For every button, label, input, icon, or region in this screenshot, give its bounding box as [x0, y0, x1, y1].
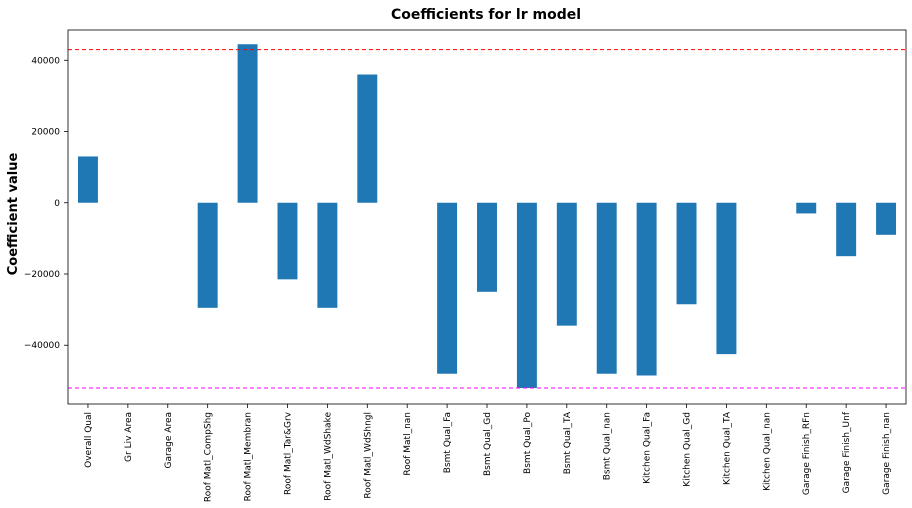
bar-10: [477, 202, 497, 292]
x-tick-label-14: Kitchen Qual_Fa: [643, 412, 653, 484]
x-tick-label-9: Bsmt Qual_Fa: [443, 412, 453, 473]
bar-6: [317, 202, 338, 308]
bar-9: [437, 202, 458, 374]
x-tick-label-20: Garage Finish_nan: [882, 412, 892, 495]
x-tick-label-2: Garage Area: [164, 412, 174, 469]
bar-4: [237, 44, 258, 203]
x-tick-label-12: Bsmt Qual_TA: [563, 411, 573, 474]
x-tick-label-11: Bsmt Qual_Po: [523, 412, 533, 474]
x-axis-ticks: Overall Qual Gr Liv Area Garage Area Roof M…: [84, 404, 892, 502]
bar-12: [556, 202, 577, 326]
x-tick-label-18: Garage Finish_RFn: [802, 412, 812, 495]
y-tick-label-1: −20000: [24, 270, 60, 280]
y-axis-label: Coefficient value: [6, 153, 21, 276]
y-tick-label-4: 40000: [31, 56, 60, 66]
y-tick-label-3: 20000: [31, 128, 60, 138]
x-tick-label-3: Roof Matl_CompShg: [204, 412, 214, 502]
bar-18: [796, 202, 817, 214]
y-axis-ticks: −40000 −20000 0 20000 40000: [24, 56, 68, 351]
x-tick-label-13: Bsmt Qual_nan: [603, 412, 613, 480]
bar-14: [636, 202, 657, 376]
x-tick-label-4: Roof Matl_Membran: [244, 412, 254, 501]
x-tick-label-7: Roof Matl_WdShngl: [363, 412, 373, 499]
bar-5: [277, 202, 298, 280]
bar-0: [77, 156, 98, 203]
bars-group: [77, 44, 897, 388]
x-tick-label-1: Gr Liv Area: [124, 412, 134, 462]
chart-title: Coefficients for lr model: [391, 7, 581, 23]
x-tick-label-8: Roof Matl_nan: [403, 412, 413, 476]
x-tick-label-16: Kitchen Qual_TA: [722, 411, 732, 485]
x-tick-label-10: Bsmt Qual_Gd: [483, 412, 493, 476]
y-tick-label-2: 0: [54, 199, 60, 209]
bar-11: [516, 202, 537, 388]
bar-19: [836, 202, 857, 257]
x-tick-label-5: Roof Matl_Tar&Grv: [283, 411, 293, 495]
bar-3: [197, 202, 218, 308]
bar-20: [876, 202, 897, 235]
bar-7: [357, 74, 378, 203]
x-tick-label-15: Kitchen Qual_Gd: [683, 412, 693, 487]
x-tick-label-19: Garage Finish_Unf: [842, 411, 852, 493]
x-tick-label-0: Overall Qual: [84, 412, 94, 468]
bar-13: [596, 202, 617, 374]
bar-15: [676, 202, 697, 305]
y-tick-label-0: −40000: [24, 341, 60, 351]
x-tick-label-6: Roof Matl_WdShake: [323, 412, 333, 501]
bar-16: [716, 202, 737, 355]
x-tick-label-17: Kitchen Qual_nan: [762, 412, 772, 491]
